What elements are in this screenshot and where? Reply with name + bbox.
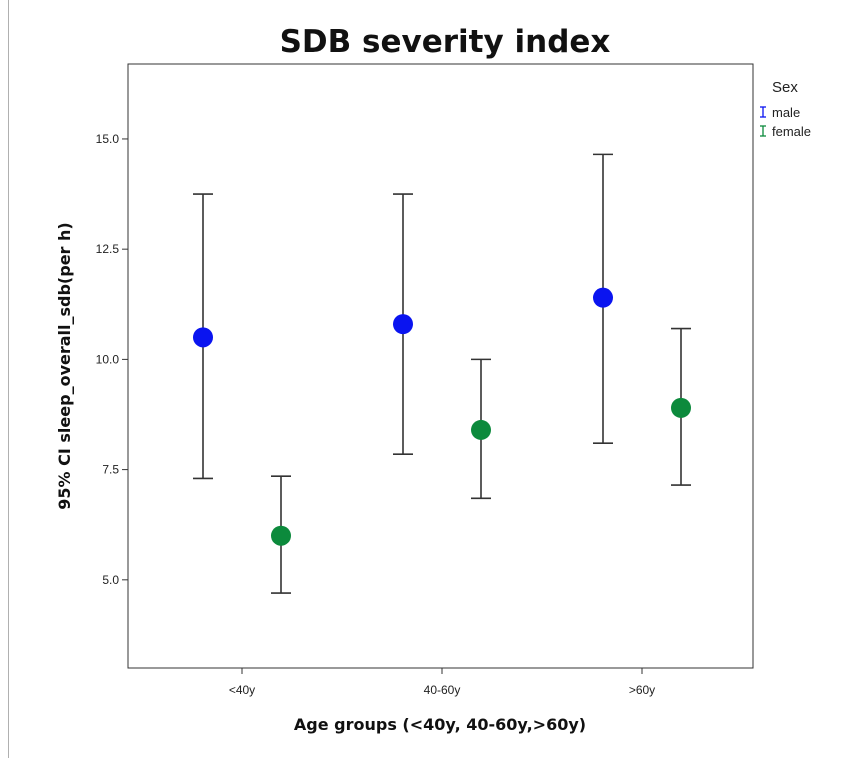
x-tick-label: 40-60y — [424, 683, 461, 697]
plot-area-frame — [127, 63, 754, 669]
data-point-female — [671, 397, 691, 418]
x-axis: <40y 40-60y >60y — [229, 668, 655, 697]
y-tick-label: 10.0 — [96, 352, 120, 366]
figure-left-border — [8, 0, 9, 758]
y-tick-label: 5.0 — [102, 573, 119, 587]
legend: Sex male female — [760, 79, 811, 139]
legend-title: Sex — [772, 79, 798, 96]
legend-label-male: male — [772, 105, 800, 120]
x-axis-label: Age groups (<40y, 40-60y,>60y) — [294, 715, 586, 734]
legend-label-female: female — [772, 124, 811, 139]
x-tick-label: >60y — [629, 683, 655, 697]
data-point-male — [593, 287, 613, 308]
data-point-male — [393, 314, 413, 335]
y-axis-label: 95% CI sleep_overall_sdb(per h) — [55, 222, 74, 509]
y-tick-label: 15.0 — [96, 132, 120, 146]
y-tick-label: 7.5 — [102, 463, 119, 477]
plot-marks — [193, 153, 691, 594]
y-axis: 5.0 7.5 10.0 12.5 15.0 — [96, 132, 128, 587]
chart-title: SDB severity index — [280, 24, 611, 60]
data-point-female — [271, 525, 291, 546]
data-point-male — [193, 327, 213, 348]
x-tick-label: <40y — [229, 683, 255, 697]
data-point-female — [471, 419, 491, 440]
y-tick-label: 12.5 — [96, 242, 120, 256]
